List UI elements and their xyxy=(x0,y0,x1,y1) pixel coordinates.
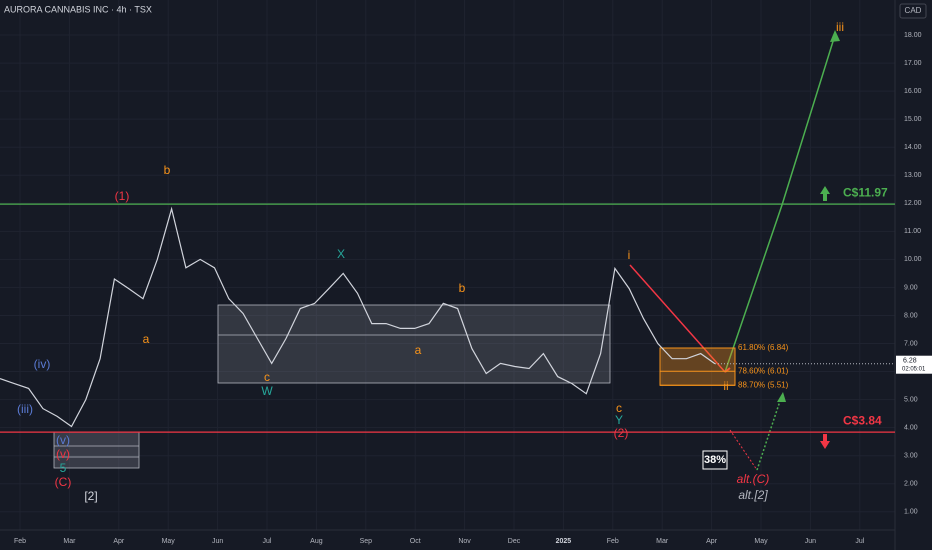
x-tick-label: Sep xyxy=(360,538,373,545)
x-tick-label: Nov xyxy=(458,538,471,545)
level-label: C$11.97 xyxy=(843,185,888,199)
y-tick-label: 8.00 xyxy=(904,312,918,319)
last-price-box xyxy=(896,355,932,374)
y-tick-label: 13.00 xyxy=(904,172,922,179)
x-tick-label: Oct xyxy=(410,538,421,545)
last-price: 6.28 xyxy=(903,358,917,365)
x-tick-label: Jul xyxy=(855,538,864,545)
y-tick-label: 3.00 xyxy=(904,453,918,460)
wave-label: c xyxy=(264,370,270,384)
y-tick-label: 9.00 xyxy=(904,284,918,291)
wave-label: i xyxy=(628,248,631,262)
projection xyxy=(724,34,836,373)
x-tick-label: Feb xyxy=(607,538,619,545)
arrow-head xyxy=(830,30,840,42)
wave-label: [2] xyxy=(84,489,97,503)
x-tick-label: Aug xyxy=(310,538,323,545)
wave-label: (2) xyxy=(614,426,629,440)
wave-label: alt.[2] xyxy=(738,488,768,502)
wave-label: W xyxy=(261,384,273,398)
wave-label: (v) xyxy=(56,433,70,447)
chart-title: AURORA CANNABIS INC · 4h · TSX xyxy=(4,4,152,14)
x-tick-label: May xyxy=(754,538,768,545)
x-tick-label: May xyxy=(162,538,176,545)
wave-label: (v) xyxy=(56,447,70,461)
x-tick-label: Dec xyxy=(508,538,521,545)
wave-label: alt.(C) xyxy=(737,472,770,486)
y-tick-label: 15.00 xyxy=(904,116,922,123)
y-tick-label: 10.00 xyxy=(904,256,922,263)
x-tick-label: Mar xyxy=(63,538,76,545)
y-tick-label: 18.00 xyxy=(904,32,922,39)
wave-label: 5 xyxy=(60,461,67,475)
y-tick-label: 11.00 xyxy=(904,228,921,235)
y-tick-label: 16.00 xyxy=(904,88,922,95)
alt-projection xyxy=(729,429,758,471)
wave-label: X xyxy=(337,247,345,261)
projection xyxy=(629,264,726,373)
y-tick-label: 7.00 xyxy=(904,340,918,347)
wave-label: (1) xyxy=(115,189,130,203)
x-tick-label: 2025 xyxy=(556,538,572,545)
wave-label: iii xyxy=(836,20,844,34)
y-tick-label: 14.00 xyxy=(904,144,922,151)
wave-label: (iv) xyxy=(34,357,51,371)
price-line xyxy=(0,206,716,428)
wave-label: Y xyxy=(615,413,623,427)
y-tick-label: 4.00 xyxy=(904,424,918,431)
fib-label: 78.60% (6.01) xyxy=(738,366,789,375)
currency-box xyxy=(899,3,927,19)
wave-label: (C) xyxy=(55,475,72,489)
y-tick-label: 5.00 xyxy=(904,396,918,403)
wave-label: a xyxy=(143,332,150,346)
y-tick-label: 17.00 xyxy=(904,60,922,67)
y-tick-label: 2.00 xyxy=(904,481,918,488)
currency: CAD xyxy=(905,6,922,15)
wave-label: a xyxy=(415,343,422,357)
wave-label: (iii) xyxy=(17,402,33,416)
x-tick-label: Apr xyxy=(706,538,718,545)
y-tick-label: 1.00 xyxy=(904,509,918,516)
arrow-head xyxy=(777,392,786,402)
x-tick-label: Jun xyxy=(212,538,223,545)
x-tick-label: Apr xyxy=(113,538,125,545)
wave-label: b xyxy=(164,163,171,177)
x-tick-label: Mar xyxy=(656,538,669,545)
wave-label: c xyxy=(616,401,622,415)
fib-label: 61.80% (6.84) xyxy=(738,343,789,352)
wave-label: 38% xyxy=(704,454,726,466)
wave-label: ii xyxy=(723,379,728,393)
level-arrow xyxy=(820,186,830,201)
fib-label: 88.70% (5.51) xyxy=(738,380,789,389)
alt-projection xyxy=(756,394,783,471)
x-tick-label: Jul xyxy=(263,538,272,545)
x-tick-label: Feb xyxy=(14,538,26,545)
countdown: 02:05:01 xyxy=(902,366,926,372)
x-tick-label: Jun xyxy=(805,538,816,545)
badge xyxy=(702,450,728,470)
level-label: C$3.84 xyxy=(843,413,882,427)
wave-label: b xyxy=(459,281,466,295)
y-tick-label: 12.00 xyxy=(904,200,922,207)
range-box xyxy=(53,431,140,469)
level-arrow xyxy=(820,434,830,449)
